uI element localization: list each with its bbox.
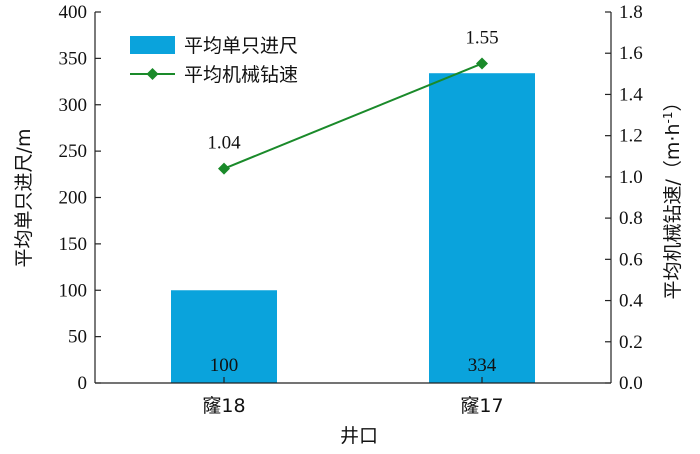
y2-tick-label: 1.0	[619, 167, 643, 188]
legend-bar-swatch	[130, 36, 175, 54]
bar-窿18	[171, 290, 277, 383]
y2-tick-label: 1.4	[619, 84, 643, 105]
y-tick-label: 350	[59, 48, 88, 69]
x-axis-title: 井口	[340, 425, 378, 447]
y-tick-label: 100	[59, 280, 88, 301]
y-tick-label: 300	[59, 95, 88, 116]
y2-tick-label: 1.6	[619, 43, 643, 64]
legend-bar-label: 平均单只进尺	[184, 35, 298, 57]
legend-line-marker	[146, 68, 159, 80]
line-series	[223, 62, 483, 170]
y2-tick-label: 1.8	[619, 2, 643, 23]
line-point	[476, 57, 488, 70]
bar-窿17	[429, 73, 535, 383]
plot-area: 100 334 0 50 100 150 200 250 300 350 400 0.0 0.2 0.4 0…	[59, 2, 644, 417]
bar-label: 334	[468, 355, 497, 376]
line-label: 1.55	[465, 28, 498, 49]
x-tick-label: 窿18	[202, 395, 245, 417]
y2-axis-title-sup: -1	[661, 112, 675, 124]
y-axis-title: 平均单只进尺/m	[13, 129, 35, 268]
y2-tick-label: 0.2	[619, 332, 643, 353]
y2-tick-label: 0.6	[619, 249, 643, 270]
y-tick-label: 50	[68, 327, 87, 348]
y2-tick-label: 0.4	[619, 291, 643, 312]
y2-tick-label: 0.8	[619, 208, 643, 229]
y-tick-label: 200	[59, 188, 88, 209]
line-label: 1.04	[207, 133, 241, 154]
bar-label: 100	[210, 355, 239, 376]
y2-tick-label: 1.2	[619, 126, 643, 147]
legend-line-label: 平均机械钻速	[184, 64, 298, 86]
line-point	[218, 162, 230, 175]
y-tick-label: 0	[78, 373, 88, 394]
y-tick-label: 400	[59, 2, 88, 23]
y-tick-label: 150	[59, 234, 88, 255]
y2-tick-label: 0.0	[619, 373, 643, 394]
y2-axis-title-main: 平均机械钻速/（m·h	[662, 123, 684, 299]
y2-axis-title-end: ）	[662, 93, 684, 112]
x-tick-label: 窿17	[460, 395, 503, 417]
y2-axis-title: 平均机械钻速/（m·h-1）	[661, 93, 684, 300]
y-tick-label: 250	[59, 141, 88, 162]
